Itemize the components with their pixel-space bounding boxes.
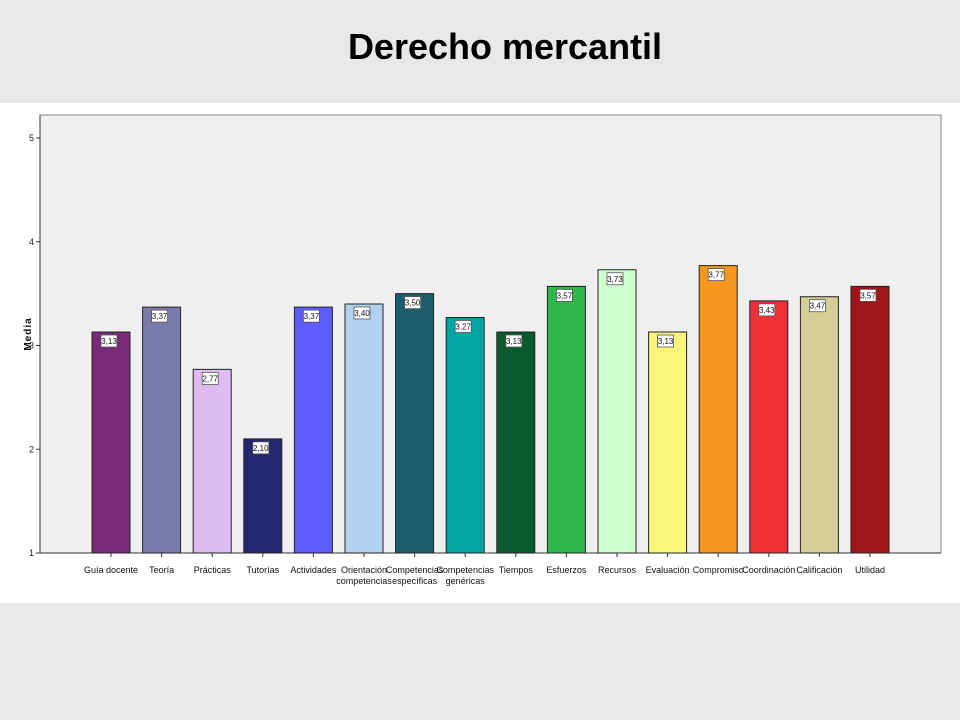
bar — [749, 300, 789, 554]
y-tick-label: 2 — [29, 444, 34, 454]
x-tick-label: Guía docente — [84, 565, 138, 575]
bar — [799, 296, 839, 554]
y-tick-label: 4 — [29, 237, 34, 247]
data-label-box — [252, 441, 270, 455]
data-label: 3,13 — [658, 337, 674, 346]
data-label-box — [505, 334, 523, 348]
bar — [243, 438, 283, 554]
x-tick-label: Actividades — [290, 565, 337, 575]
data-label-box — [201, 371, 219, 385]
x-tick-label: Recursos — [598, 565, 637, 575]
x-tick-label: competencias — [336, 576, 392, 586]
data-label: 2,77 — [202, 374, 218, 383]
data-label: 2,10 — [253, 444, 269, 453]
x-tick-label: genéricas — [446, 576, 486, 586]
data-label: 3,13 — [506, 337, 522, 346]
bar — [344, 303, 384, 554]
data-label: 3,47 — [810, 302, 826, 311]
data-label-box — [556, 288, 573, 302]
x-tick-label: Competencias — [386, 565, 444, 575]
data-label-box — [353, 306, 371, 320]
x-tick-label: Calificación — [796, 565, 842, 575]
data-label: 3,77 — [708, 271, 724, 280]
chart-panel: 1 2 3 4 5 3,13 3,37 2,77 2,10 3,37 3,40 3,50 3,27 3,… — [0, 103, 960, 603]
x-tick-label: Evaluación — [646, 565, 690, 575]
data-label: 3,73 — [607, 275, 623, 284]
y-axis-label: Media — [23, 317, 34, 350]
bar — [546, 285, 586, 554]
x-tick-label: Teoría — [149, 565, 174, 575]
bar — [192, 368, 232, 554]
data-label-box — [454, 320, 472, 333]
data-label-box — [151, 309, 169, 323]
data-label: 3,37 — [304, 312, 320, 321]
bar — [648, 331, 688, 554]
bar — [496, 331, 536, 554]
bar — [91, 331, 131, 554]
data-label-box — [707, 268, 725, 282]
x-tick-label: Competencias — [436, 565, 494, 575]
data-label-box — [859, 288, 877, 302]
bar — [850, 285, 890, 554]
data-label: 3,57 — [860, 291, 876, 300]
x-tick-label: específicas — [392, 576, 438, 586]
y-tick-label: 3 — [29, 341, 34, 351]
page-title: Derecho mercantil — [347, 26, 663, 67]
x-tick-label: Esfuerzos — [546, 565, 587, 575]
bar — [445, 316, 485, 554]
data-label-box — [606, 272, 624, 286]
data-label: 3,40 — [354, 309, 370, 318]
y-tick-label: 5 — [29, 133, 34, 143]
data-label: 3,43 — [759, 306, 775, 315]
bar — [698, 265, 738, 554]
x-tick-label: Coordinación — [742, 565, 795, 575]
data-label-box — [100, 334, 118, 348]
y-tick-label: 1 — [29, 548, 34, 558]
x-tick-label: Utilidad — [855, 565, 885, 575]
x-tick-label: Tiempos — [499, 565, 534, 575]
data-label: 3,37 — [152, 312, 168, 321]
bar — [142, 306, 182, 554]
data-label: 3,57 — [557, 291, 573, 300]
data-label: 3,13 — [101, 337, 117, 346]
data-label-box — [758, 303, 776, 317]
bar — [395, 293, 435, 554]
data-label-box — [404, 296, 422, 310]
data-label: 3,27 — [455, 322, 471, 331]
bar — [293, 306, 333, 554]
x-tick-label: Compromiso — [693, 565, 744, 575]
x-tick-label: Orientación — [341, 565, 387, 575]
data-label-box — [657, 334, 674, 348]
data-label: 3,50 — [405, 299, 421, 308]
data-label-box — [302, 309, 320, 323]
bar — [597, 269, 637, 554]
plot-area — [39, 114, 942, 554]
bar-chart: 1 2 3 4 5 3,13 3,37 2,77 2,10 3,37 3,40 3,50 3,27 3,… — [23, 114, 942, 586]
x-tick-label: Tutorías — [246, 565, 279, 575]
data-label-box — [809, 299, 826, 313]
x-tick-label: Prácticas — [194, 565, 232, 575]
